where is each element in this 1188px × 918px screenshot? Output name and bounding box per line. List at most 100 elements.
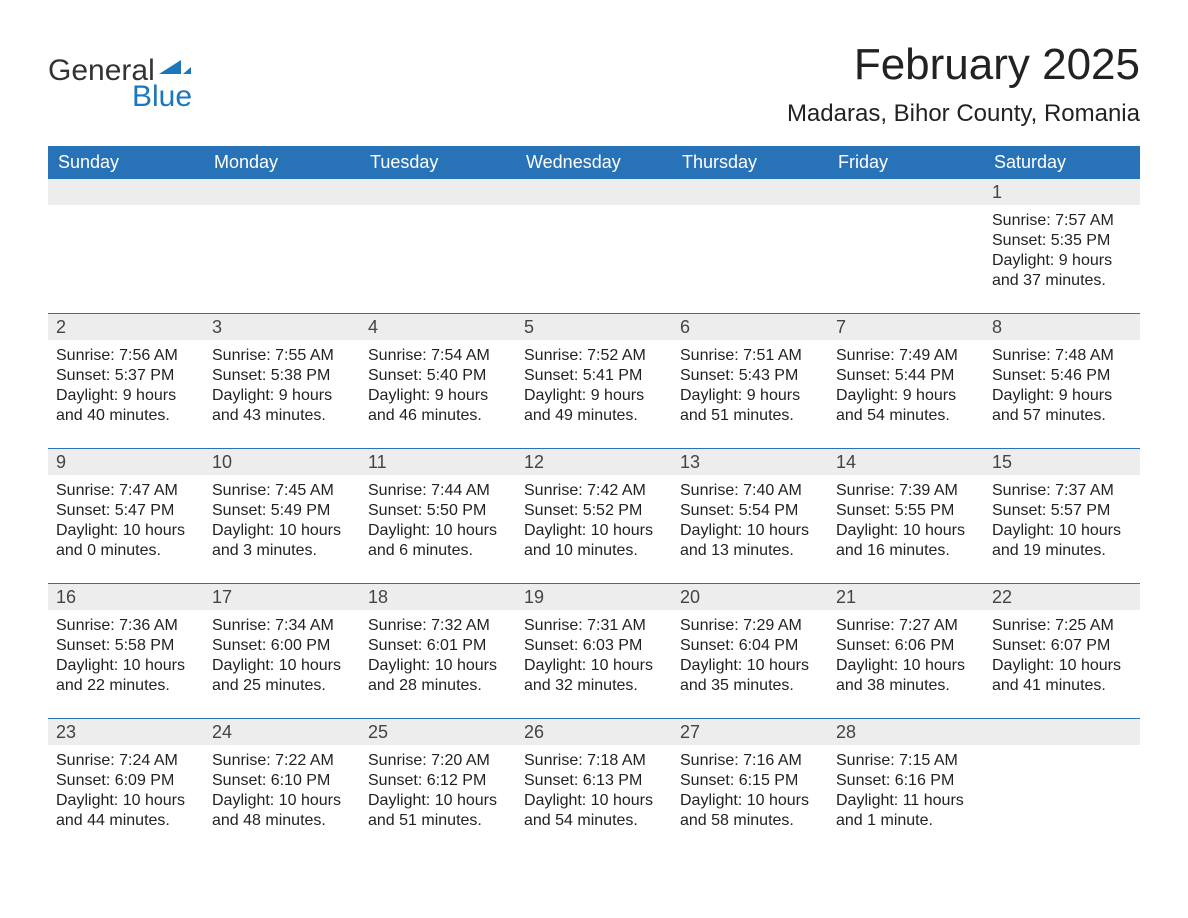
day-cell: 28Sunrise: 7:15 AMSunset: 6:16 PMDayligh… — [828, 719, 984, 854]
day-body: Sunrise: 7:39 AMSunset: 5:55 PMDaylight:… — [828, 475, 984, 583]
day-body: Sunrise: 7:31 AMSunset: 6:03 PMDaylight:… — [516, 610, 672, 718]
sunrise-text: Sunrise: 7:25 AM — [992, 616, 1132, 636]
day-body: Sunrise: 7:51 AMSunset: 5:43 PMDaylight:… — [672, 340, 828, 448]
daylight-text: Daylight: 10 hours and 16 minutes. — [836, 521, 976, 561]
day-body: Sunrise: 7:15 AMSunset: 6:16 PMDaylight:… — [828, 745, 984, 853]
sunset-text: Sunset: 5:49 PM — [212, 501, 352, 521]
day-number — [360, 179, 516, 205]
day-cell — [48, 179, 204, 314]
sunrise-text: Sunrise: 7:20 AM — [368, 751, 508, 771]
day-cell: 8Sunrise: 7:48 AMSunset: 5:46 PMDaylight… — [984, 314, 1140, 449]
sunrise-text: Sunrise: 7:29 AM — [680, 616, 820, 636]
day-header-monday: Monday — [204, 146, 360, 179]
sunset-text: Sunset: 6:06 PM — [836, 636, 976, 656]
daylight-text: Daylight: 9 hours and 51 minutes. — [680, 386, 820, 426]
day-number: 8 — [984, 314, 1140, 340]
sunset-text: Sunset: 6:15 PM — [680, 771, 820, 791]
day-body: Sunrise: 7:16 AMSunset: 6:15 PMDaylight:… — [672, 745, 828, 853]
logo-text-blue: Blue — [132, 80, 192, 114]
day-number: 25 — [360, 719, 516, 745]
day-cell: 9Sunrise: 7:47 AMSunset: 5:47 PMDaylight… — [48, 449, 204, 584]
day-number — [204, 179, 360, 205]
day-body — [360, 205, 516, 305]
sunrise-text: Sunrise: 7:34 AM — [212, 616, 352, 636]
day-cell: 21Sunrise: 7:27 AMSunset: 6:06 PMDayligh… — [828, 584, 984, 719]
sunrise-text: Sunrise: 7:27 AM — [836, 616, 976, 636]
sunrise-text: Sunrise: 7:42 AM — [524, 481, 664, 501]
day-body: Sunrise: 7:54 AMSunset: 5:40 PMDaylight:… — [360, 340, 516, 448]
sunset-text: Sunset: 5:41 PM — [524, 366, 664, 386]
daylight-text: Daylight: 10 hours and 28 minutes. — [368, 656, 508, 696]
day-body: Sunrise: 7:37 AMSunset: 5:57 PMDaylight:… — [984, 475, 1140, 583]
day-body — [828, 205, 984, 305]
day-cell — [672, 179, 828, 314]
day-body — [204, 205, 360, 305]
daylight-text: Daylight: 10 hours and 22 minutes. — [56, 656, 196, 696]
day-body: Sunrise: 7:34 AMSunset: 6:00 PMDaylight:… — [204, 610, 360, 718]
sunset-text: Sunset: 5:47 PM — [56, 501, 196, 521]
sunrise-text: Sunrise: 7:39 AM — [836, 481, 976, 501]
day-cell: 23Sunrise: 7:24 AMSunset: 6:09 PMDayligh… — [48, 719, 204, 854]
day-cell: 26Sunrise: 7:18 AMSunset: 6:13 PMDayligh… — [516, 719, 672, 854]
day-number: 10 — [204, 449, 360, 475]
day-header-thursday: Thursday — [672, 146, 828, 179]
sunrise-text: Sunrise: 7:15 AM — [836, 751, 976, 771]
day-number: 15 — [984, 449, 1140, 475]
sunset-text: Sunset: 5:58 PM — [56, 636, 196, 656]
day-number: 9 — [48, 449, 204, 475]
day-body: Sunrise: 7:29 AMSunset: 6:04 PMDaylight:… — [672, 610, 828, 718]
day-cell: 19Sunrise: 7:31 AMSunset: 6:03 PMDayligh… — [516, 584, 672, 719]
day-cell — [204, 179, 360, 314]
sunrise-text: Sunrise: 7:45 AM — [212, 481, 352, 501]
daylight-text: Daylight: 10 hours and 48 minutes. — [212, 791, 352, 831]
sunset-text: Sunset: 5:35 PM — [992, 231, 1132, 251]
sunset-text: Sunset: 5:55 PM — [836, 501, 976, 521]
sunset-text: Sunset: 6:03 PM — [524, 636, 664, 656]
day-number: 27 — [672, 719, 828, 745]
day-number: 2 — [48, 314, 204, 340]
week-row: 1Sunrise: 7:57 AMSunset: 5:35 PMDaylight… — [48, 179, 1140, 314]
day-body — [516, 205, 672, 305]
day-cell: 22Sunrise: 7:25 AMSunset: 6:07 PMDayligh… — [984, 584, 1140, 719]
day-number: 22 — [984, 584, 1140, 610]
day-cell: 2Sunrise: 7:56 AMSunset: 5:37 PMDaylight… — [48, 314, 204, 449]
sunset-text: Sunset: 5:44 PM — [836, 366, 976, 386]
day-body: Sunrise: 7:52 AMSunset: 5:41 PMDaylight:… — [516, 340, 672, 448]
day-cell: 13Sunrise: 7:40 AMSunset: 5:54 PMDayligh… — [672, 449, 828, 584]
day-body: Sunrise: 7:47 AMSunset: 5:47 PMDaylight:… — [48, 475, 204, 583]
day-cell: 24Sunrise: 7:22 AMSunset: 6:10 PMDayligh… — [204, 719, 360, 854]
day-header-wednesday: Wednesday — [516, 146, 672, 179]
logo: General Blue — [48, 54, 192, 114]
sunset-text: Sunset: 6:12 PM — [368, 771, 508, 791]
sunset-text: Sunset: 5:43 PM — [680, 366, 820, 386]
day-body: Sunrise: 7:32 AMSunset: 6:01 PMDaylight:… — [360, 610, 516, 718]
day-number: 23 — [48, 719, 204, 745]
day-body: Sunrise: 7:20 AMSunset: 6:12 PMDaylight:… — [360, 745, 516, 853]
day-body: Sunrise: 7:56 AMSunset: 5:37 PMDaylight:… — [48, 340, 204, 448]
daylight-text: Daylight: 10 hours and 44 minutes. — [56, 791, 196, 831]
sunset-text: Sunset: 6:07 PM — [992, 636, 1132, 656]
sunset-text: Sunset: 5:38 PM — [212, 366, 352, 386]
day-header-tuesday: Tuesday — [360, 146, 516, 179]
week-row: 9Sunrise: 7:47 AMSunset: 5:47 PMDaylight… — [48, 449, 1140, 584]
day-cell: 7Sunrise: 7:49 AMSunset: 5:44 PMDaylight… — [828, 314, 984, 449]
calendar-table: SundayMondayTuesdayWednesdayThursdayFrid… — [48, 146, 1140, 853]
day-header-row: SundayMondayTuesdayWednesdayThursdayFrid… — [48, 146, 1140, 179]
daylight-text: Daylight: 9 hours and 54 minutes. — [836, 386, 976, 426]
day-body: Sunrise: 7:49 AMSunset: 5:44 PMDaylight:… — [828, 340, 984, 448]
sunset-text: Sunset: 5:57 PM — [992, 501, 1132, 521]
day-header-saturday: Saturday — [984, 146, 1140, 179]
sunrise-text: Sunrise: 7:44 AM — [368, 481, 508, 501]
sunset-text: Sunset: 6:09 PM — [56, 771, 196, 791]
day-cell: 4Sunrise: 7:54 AMSunset: 5:40 PMDaylight… — [360, 314, 516, 449]
week-row: 23Sunrise: 7:24 AMSunset: 6:09 PMDayligh… — [48, 719, 1140, 854]
daylight-text: Daylight: 10 hours and 25 minutes. — [212, 656, 352, 696]
sunrise-text: Sunrise: 7:16 AM — [680, 751, 820, 771]
sunset-text: Sunset: 6:16 PM — [836, 771, 976, 791]
sunset-text: Sunset: 5:37 PM — [56, 366, 196, 386]
logo-flag-icon — [159, 60, 191, 80]
day-body: Sunrise: 7:45 AMSunset: 5:49 PMDaylight:… — [204, 475, 360, 583]
location: Madaras, Bihor County, Romania — [787, 100, 1140, 128]
sunrise-text: Sunrise: 7:18 AM — [524, 751, 664, 771]
day-number: 24 — [204, 719, 360, 745]
